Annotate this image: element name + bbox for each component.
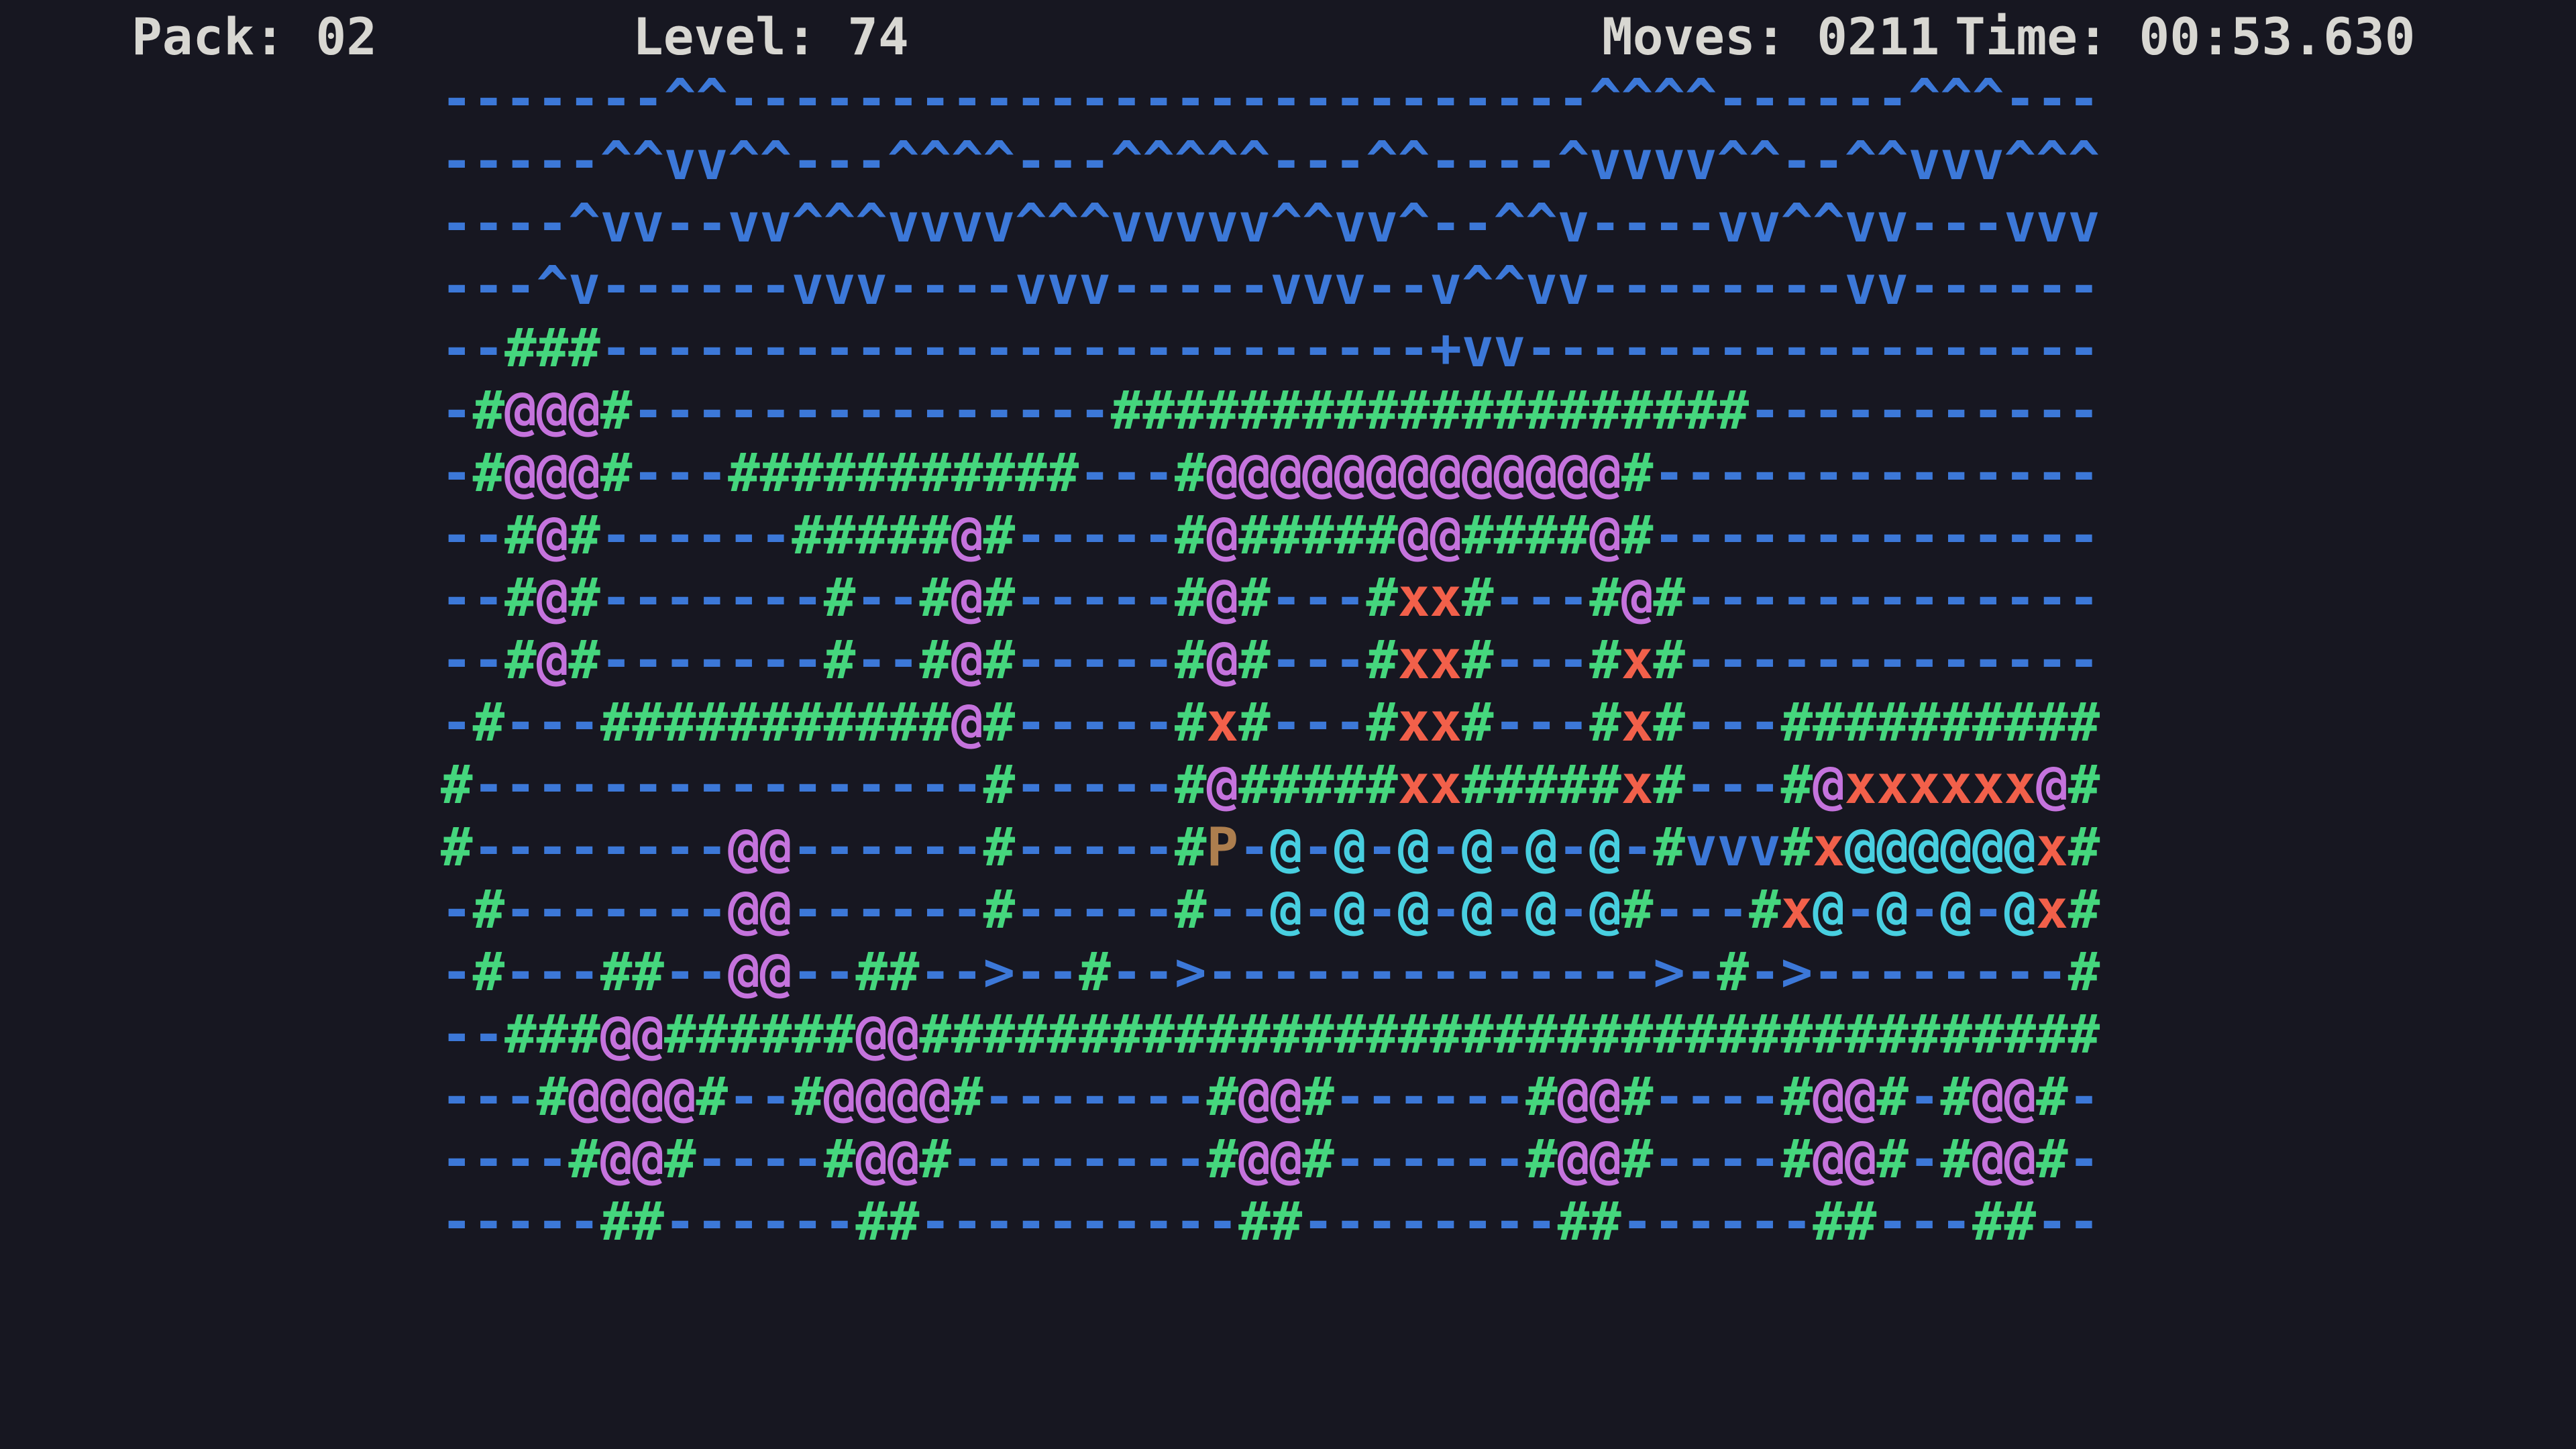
grid-row: -#---###########@#-----#x#---#xx#---#x#-… (441, 692, 2100, 753)
grid-row: --###@@######@@#########################… (441, 1004, 2100, 1065)
grid-row: ----#@@#----#@@#--------#@@#------#@@#--… (441, 1128, 2100, 1190)
moves-counter: Moves: 0211 (1602, 7, 1940, 66)
pack-indicator: Pack: 02 (131, 7, 378, 66)
grid-row: -#@@@#---------------###################… (441, 380, 2100, 441)
grid-row: -#-------@@------#-----#--@-@-@-@-@-@#--… (441, 879, 2100, 941)
grid-row: ----^vv--vv^^^vvvv^^^vvvvv^^vv^--^^v----… (441, 193, 2100, 254)
grid-row: #--------@@------#-----#P-@-@-@-@-@-@-#v… (441, 816, 2100, 878)
grid-row: -#---##--@@--##-->--#-->-------------->-… (441, 941, 2100, 1003)
grid-row: --#@#------#####@#-----#@#####@@####@#--… (441, 504, 2100, 566)
grid-row: -----##------##----------##--------##---… (441, 1191, 2100, 1252)
grid-row: ---#@@@@#--#@@@@#-------#@@#------#@@#--… (441, 1066, 2100, 1128)
level-indicator: Level: 74 (633, 7, 909, 66)
grid-row: #----------------#-----#@#####xx#####x#-… (441, 754, 2100, 816)
grid-row: --###--------------------------+vv------… (441, 317, 2100, 379)
grid-row: --#@#-------#--#@#-----#@#---#xx#---#@#-… (441, 567, 2100, 629)
grid-row: -----^^vv^^---^^^^---^^^^^---^^----^vvvv… (441, 130, 2100, 192)
grid-row: -------^^---------------------------^^^^… (441, 68, 2100, 129)
grid-row: ---^v------vvv----vvv-----vvv--v^^vv----… (441, 255, 2100, 317)
time-counter: Time: 00:53.630 (1955, 7, 2416, 66)
grid-row: -#@@@#---###########---#@@@@@@@@@@@@@#--… (441, 442, 2100, 504)
game-grid: -------^^---------------------------^^^^… (441, 68, 2100, 1253)
grid-row: --#@#-------#--#@#-----#@#---#xx#---#x#-… (441, 629, 2100, 691)
